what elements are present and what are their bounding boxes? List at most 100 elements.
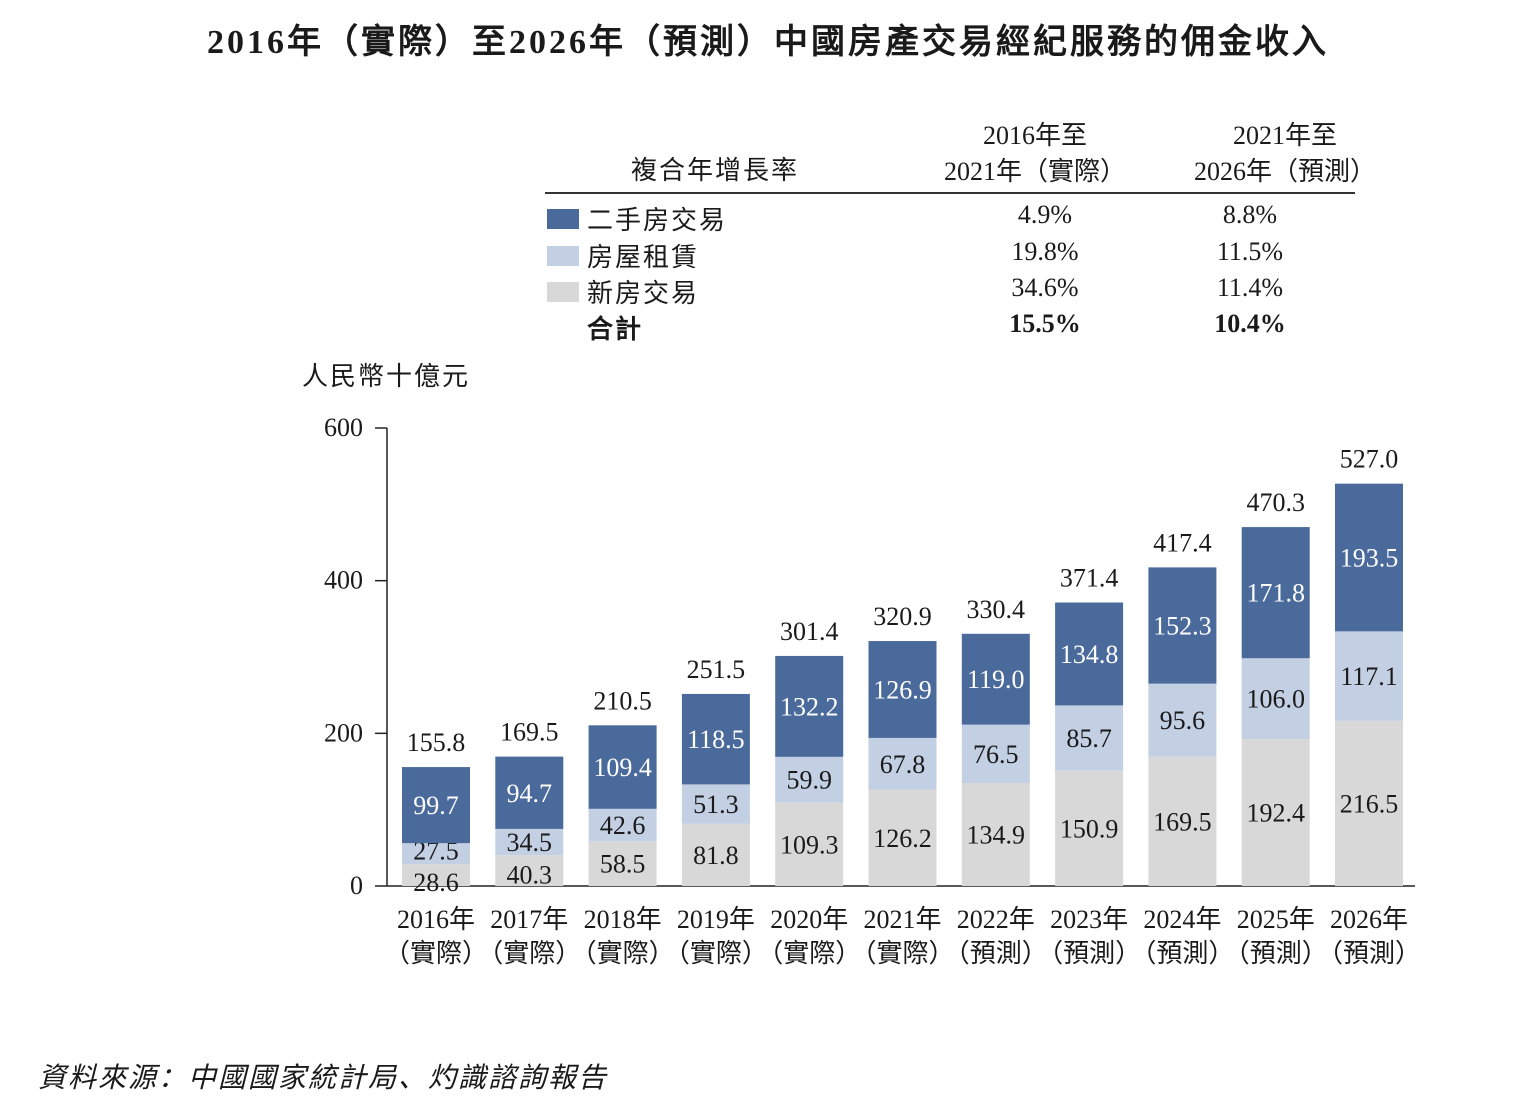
total-label: 320.9: [873, 602, 932, 631]
cagr-value-secondhand-2021-2026: 8.8%: [1222, 200, 1278, 229]
x-tick-label: 2017年: [490, 905, 568, 934]
x-tick-label: （預測）: [1130, 939, 1234, 968]
bar-segment: [495, 855, 564, 886]
x-tick-label: 2025年: [1237, 905, 1315, 934]
data-label: 192.4: [1246, 799, 1305, 828]
data-label: 34.5: [507, 828, 553, 857]
bar-segment: [1335, 631, 1403, 721]
data-label: 117.1: [1340, 662, 1398, 691]
y-tick-label: 600: [324, 413, 363, 442]
legend-label-newhome: 新房交易: [587, 279, 700, 308]
x-tick-label: 2019年: [677, 905, 755, 934]
cagr-row-newhome: 新房交易 34.6% 11.4%: [545, 273, 1355, 309]
x-tick-label: 2020年: [770, 905, 848, 934]
bar-segment: [588, 725, 657, 809]
total-label: 330.4: [967, 595, 1026, 624]
legend-swatch-rental: [547, 246, 579, 266]
cagr-value-newhome-2021-2026: 11.4%: [1216, 273, 1284, 302]
data-label: 59.9: [786, 766, 832, 795]
cagr-value-rental-2021-2026: 11.5%: [1216, 237, 1284, 266]
cagr-table: 複合年增長率 2016年至 2021年（實際） 2021年至 2026年（預測）…: [545, 112, 1376, 352]
bar-segment: [402, 864, 470, 886]
cagr-header-col2-line2: 2026年（預測）: [1193, 157, 1376, 186]
bar-segment: [1241, 527, 1310, 659]
bar-segment: [402, 843, 470, 865]
x-tick-label: 2018年: [584, 905, 662, 934]
source-note: 資料來源：中國國家統計局、灼識諮詢報告: [38, 1063, 609, 1094]
bar-segment: [1055, 602, 1124, 706]
bar-segment: [1241, 658, 1310, 740]
bar-segment: [681, 693, 750, 785]
cagr-header-col2-line1: 2021年至: [1232, 121, 1337, 150]
x-tick-label: 2026年: [1330, 905, 1408, 934]
total-label: 417.4: [1153, 528, 1212, 557]
bar-segment: [402, 767, 470, 844]
x-tick-label: 2021年: [863, 905, 941, 934]
x-tick-label: （實際）: [571, 939, 675, 968]
cagr-total-label: 合計: [587, 315, 644, 344]
data-label: 126.2: [873, 824, 932, 853]
total-label: 155.8: [407, 728, 466, 757]
x-tick-label: 2024年: [1143, 905, 1221, 934]
cagr-header-col1: 2016年至 2021年（實際）: [915, 118, 1155, 190]
bar-segment: [1335, 720, 1403, 886]
data-label: 109.3: [780, 830, 839, 859]
data-label: 193.5: [1340, 543, 1399, 572]
y-tick-label: 200: [324, 718, 363, 747]
data-label: 132.2: [780, 692, 839, 721]
data-label: 106.0: [1246, 685, 1305, 714]
cagr-total-2021-2026: 10.4%: [1214, 309, 1286, 338]
data-label: 169.5: [1153, 807, 1212, 836]
data-label: 134.9: [967, 821, 1026, 850]
x-tick-label: （預測）: [1317, 939, 1421, 968]
data-label: 152.3: [1153, 612, 1212, 641]
cagr-value-rental-2016-2021: 19.8%: [1011, 237, 1079, 266]
legend-swatch-newhome: [547, 282, 579, 302]
total-label: 527.0: [1340, 445, 1399, 474]
x-tick-label: 2023年: [1050, 905, 1128, 934]
data-label: 81.8: [693, 841, 739, 870]
x-tick-label: （實際）: [477, 939, 581, 968]
total-label: 251.5: [687, 655, 746, 684]
y-tick-label: 400: [324, 566, 363, 595]
data-label: 150.9: [1060, 814, 1119, 843]
x-tick-label: 2016年: [397, 905, 475, 934]
cagr-value-secondhand-2016-2021: 4.9%: [1017, 200, 1073, 229]
data-label: 58.5: [600, 850, 646, 879]
legend-swatch-secondhand: [547, 209, 579, 229]
bar-segment: [775, 802, 844, 886]
bar-segment: [961, 783, 1030, 886]
cagr-header-col2: 2021年至 2026年（預測）: [1165, 118, 1405, 190]
data-label: 118.5: [687, 725, 745, 754]
bar-segment: [775, 655, 844, 757]
x-tick-label: （預測）: [1224, 939, 1328, 968]
cagr-header-col1-line2: 2021年（實際）: [943, 157, 1126, 186]
bar-segment: [868, 641, 937, 738]
bar-segment: [681, 784, 750, 824]
total-label: 371.4: [1060, 563, 1119, 592]
bar-segment: [961, 633, 1030, 725]
data-label: 109.4: [593, 753, 652, 782]
bar-segment: [588, 808, 657, 842]
data-label: 95.6: [1160, 706, 1206, 735]
cagr-header-col1-line1: 2016年至: [982, 121, 1087, 150]
bar-segment: [1241, 739, 1310, 886]
bar-segment: [681, 823, 750, 886]
bar-segment: [495, 756, 564, 829]
data-label: 76.5: [973, 740, 1019, 769]
bar-segment: [868, 737, 937, 790]
x-tick-label: （實際）: [757, 939, 861, 968]
bar-segment: [961, 724, 1030, 784]
data-label: 216.5: [1340, 789, 1399, 818]
data-label: 28.6: [413, 868, 459, 897]
cagr-total-2016-2021: 15.5%: [1009, 309, 1081, 338]
total-label: 470.3: [1246, 488, 1305, 517]
bar-segment: [775, 756, 844, 803]
bar-segment: [868, 789, 937, 886]
data-label: 134.8: [1060, 640, 1119, 669]
cagr-row-secondhand: 二手房交易 4.9% 8.8%: [545, 200, 1355, 236]
cagr-row-rental: 房屋租賃 19.8% 11.5%: [545, 237, 1355, 273]
x-tick-label: （實際）: [850, 939, 954, 968]
data-label: 85.7: [1066, 724, 1112, 753]
